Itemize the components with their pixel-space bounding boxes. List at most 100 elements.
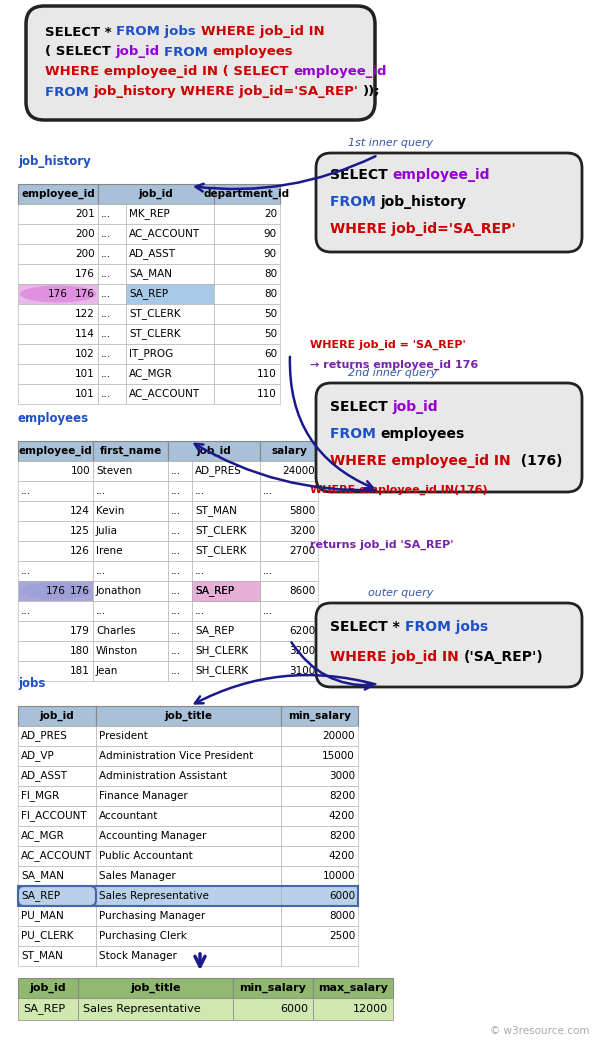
- Text: WHERE employee_id IN ( SELECT: WHERE employee_id IN ( SELECT: [45, 66, 293, 78]
- Bar: [96, 926, 281, 946]
- Text: AD_ASST: AD_ASST: [21, 770, 68, 782]
- Bar: [18, 726, 96, 746]
- Bar: [93, 661, 168, 681]
- Text: WHERE employee_id IN(176): WHERE employee_id IN(176): [310, 484, 487, 495]
- Bar: [260, 481, 318, 501]
- Text: SELECT *: SELECT *: [45, 25, 116, 39]
- Bar: [18, 998, 78, 1020]
- Text: PU_MAN: PU_MAN: [21, 910, 64, 922]
- Text: ST_CLERK: ST_CLERK: [129, 329, 181, 339]
- Text: ...: ...: [171, 546, 181, 556]
- Text: job_history: job_history: [18, 155, 91, 168]
- Text: PU_CLERK: PU_CLERK: [21, 930, 74, 942]
- Bar: [98, 184, 214, 204]
- Text: ...: ...: [171, 466, 181, 476]
- Bar: [192, 561, 260, 582]
- Text: ...: ...: [101, 250, 111, 259]
- Bar: [233, 998, 313, 1020]
- Bar: [96, 766, 281, 786]
- Bar: [313, 998, 393, 1020]
- Bar: [96, 867, 281, 886]
- Bar: [96, 786, 281, 806]
- Bar: [214, 364, 280, 384]
- Bar: [260, 621, 318, 641]
- Bar: [214, 264, 280, 284]
- Text: 200: 200: [75, 229, 95, 239]
- Bar: [98, 284, 126, 304]
- Text: ( SELECT: ( SELECT: [45, 46, 115, 58]
- Bar: [192, 461, 260, 481]
- Text: ...: ...: [171, 526, 181, 536]
- Bar: [18, 946, 96, 966]
- Text: ...: ...: [21, 566, 31, 576]
- Text: FROM: FROM: [330, 195, 381, 209]
- Bar: [18, 324, 98, 345]
- Bar: [192, 481, 260, 501]
- Bar: [78, 998, 233, 1020]
- Text: 12000: 12000: [353, 1004, 388, 1014]
- Text: Administration Assistant: Administration Assistant: [99, 772, 227, 781]
- Bar: [214, 384, 280, 404]
- Text: job_history WHERE job_id='SA_REP': job_history WHERE job_id='SA_REP': [93, 86, 363, 98]
- Bar: [126, 345, 214, 364]
- Text: 90: 90: [264, 250, 277, 259]
- Text: ST_CLERK: ST_CLERK: [195, 525, 246, 537]
- Text: 200: 200: [75, 250, 95, 259]
- Text: WHERE job_id = 'SA_REP': WHERE job_id = 'SA_REP': [310, 340, 466, 350]
- Text: SA_REP: SA_REP: [21, 891, 60, 901]
- FancyBboxPatch shape: [316, 383, 582, 492]
- Bar: [192, 621, 260, 641]
- Text: job_id: job_id: [39, 711, 74, 721]
- Bar: [168, 521, 192, 541]
- Text: employees: employees: [18, 412, 89, 425]
- Text: 2700: 2700: [289, 546, 315, 556]
- Text: AD_PRES: AD_PRES: [195, 466, 242, 476]
- Text: SA_REP: SA_REP: [195, 586, 234, 596]
- Text: SA_REP: SA_REP: [195, 625, 234, 637]
- Text: 6200: 6200: [289, 626, 315, 636]
- Text: ST_CLERK: ST_CLERK: [195, 546, 246, 556]
- Text: ...: ...: [101, 349, 111, 359]
- Bar: [126, 324, 214, 345]
- Text: 176: 176: [70, 586, 90, 596]
- Text: 20000: 20000: [322, 731, 355, 741]
- Bar: [281, 786, 358, 806]
- Text: SELECT *: SELECT *: [330, 620, 405, 634]
- Text: ...: ...: [171, 626, 181, 636]
- Text: SELECT: SELECT: [330, 168, 393, 182]
- Text: 102: 102: [75, 349, 95, 359]
- Bar: [168, 601, 192, 621]
- Text: ...: ...: [263, 487, 273, 496]
- Text: President: President: [99, 731, 148, 741]
- Text: 201: 201: [75, 209, 95, 219]
- Text: ST_CLERK: ST_CLERK: [129, 309, 181, 319]
- FancyBboxPatch shape: [26, 6, 375, 120]
- Text: ...: ...: [195, 566, 205, 576]
- Text: 101: 101: [75, 369, 95, 379]
- Text: 90: 90: [264, 229, 277, 239]
- Text: SA_REP: SA_REP: [195, 586, 234, 596]
- Bar: [281, 766, 358, 786]
- Bar: [18, 661, 93, 681]
- Bar: [281, 726, 358, 746]
- Bar: [260, 561, 318, 582]
- Text: 181: 181: [70, 666, 90, 677]
- Bar: [18, 441, 93, 461]
- Text: ...: ...: [21, 487, 31, 496]
- Text: 4200: 4200: [329, 811, 355, 821]
- Text: ...: ...: [101, 289, 111, 299]
- Text: Jonathon: Jonathon: [96, 586, 142, 596]
- Text: ...: ...: [101, 229, 111, 239]
- Bar: [168, 501, 192, 521]
- Text: FROM jobs: FROM jobs: [116, 25, 200, 39]
- Text: 1st inner query: 1st inner query: [348, 138, 433, 148]
- Bar: [168, 441, 260, 461]
- Text: ('SA_REP'): ('SA_REP'): [463, 650, 544, 664]
- Text: 176: 176: [75, 269, 95, 279]
- Text: Public Accountant: Public Accountant: [99, 851, 193, 861]
- Text: Sales Representative: Sales Representative: [99, 891, 209, 901]
- Bar: [98, 244, 126, 264]
- Bar: [260, 501, 318, 521]
- Text: 8000: 8000: [329, 911, 355, 921]
- Text: salary: salary: [271, 446, 307, 456]
